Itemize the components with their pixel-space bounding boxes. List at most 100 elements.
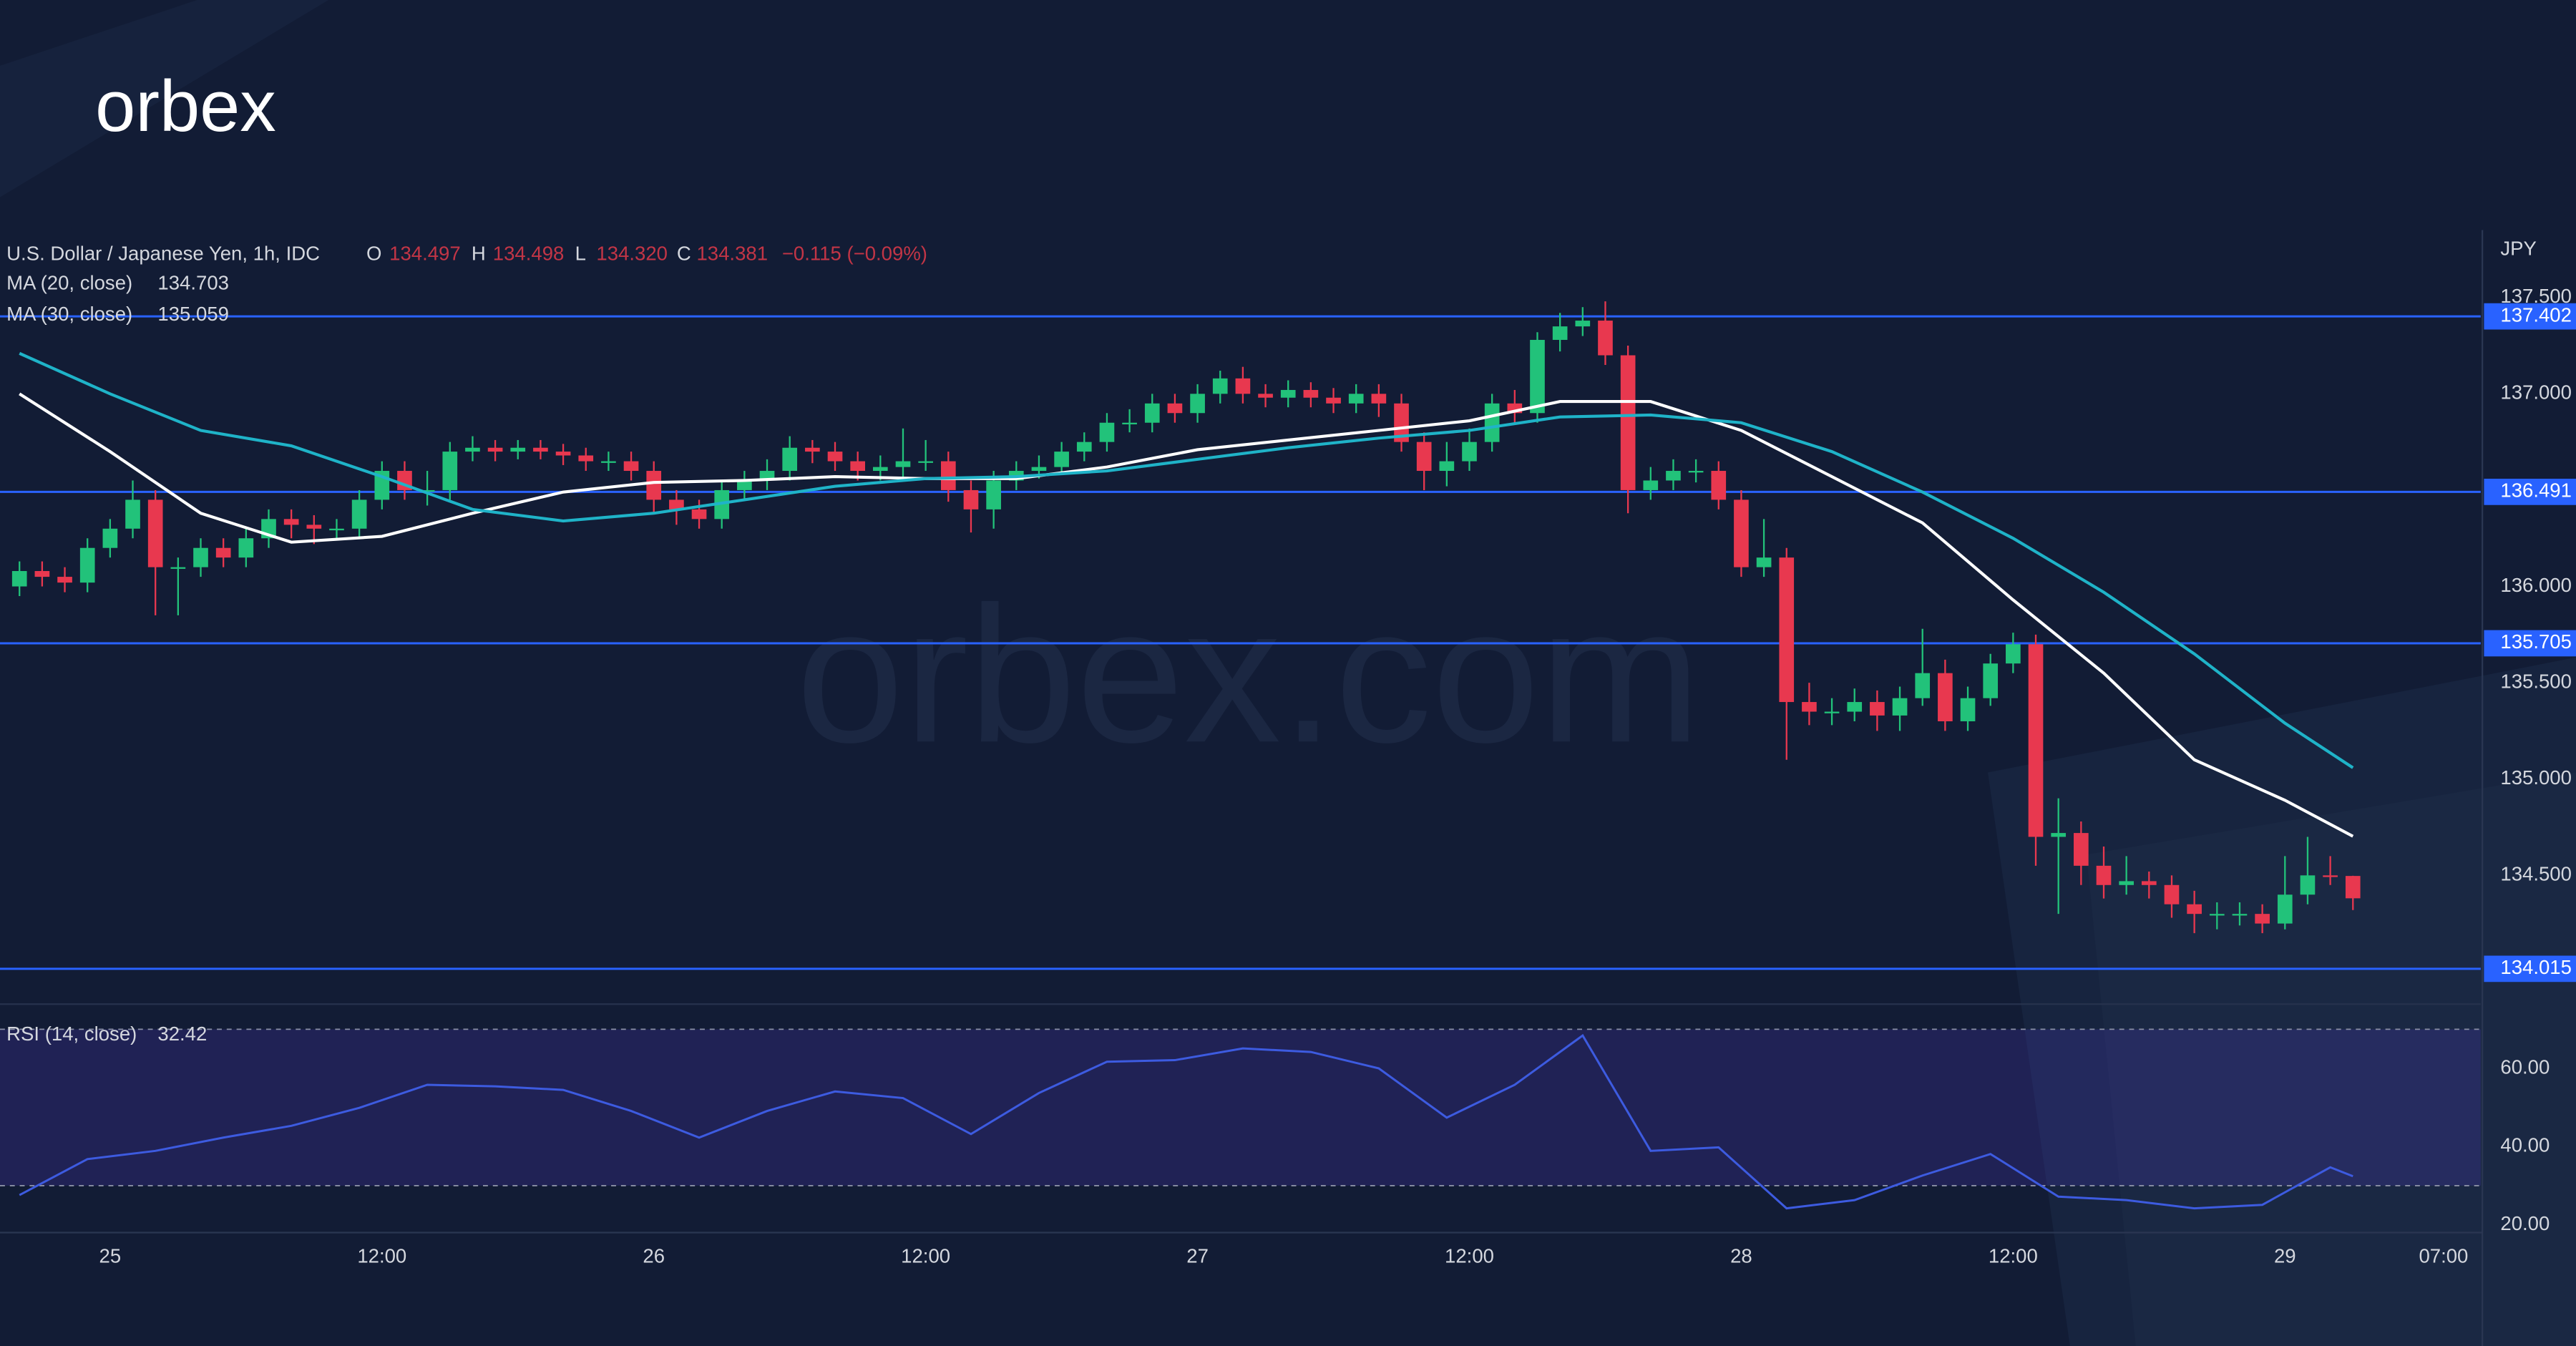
- candle-body: [1235, 378, 1251, 394]
- logo: orbex: [95, 67, 276, 147]
- candle-body: [1258, 394, 1273, 398]
- candle-body: [669, 499, 684, 509]
- candle-body: [1530, 339, 1545, 414]
- candle-body: [1212, 378, 1228, 394]
- candle-body: [623, 461, 639, 472]
- candle-body: [510, 447, 526, 452]
- candle-body: [419, 489, 435, 492]
- candle-body: [1915, 673, 1931, 698]
- candle-body: [487, 447, 503, 452]
- rsi-tick-label: 20.00: [2500, 1212, 2550, 1234]
- candle-body: [2277, 894, 2293, 924]
- rsi-tick-label: 40.00: [2500, 1134, 2550, 1156]
- candle-body: [147, 499, 163, 567]
- x-tick-label: 26: [643, 1244, 665, 1267]
- candle-body: [329, 528, 344, 531]
- candle-body: [895, 461, 911, 467]
- candle-body: [215, 547, 231, 558]
- ma-line: [19, 392, 2354, 838]
- candle-body: [827, 452, 843, 462]
- candle-body: [2051, 833, 2067, 837]
- candle-body: [1394, 403, 1409, 442]
- candle-body: [1076, 442, 1092, 452]
- candle-body: [2232, 914, 2248, 916]
- candle-body: [782, 447, 798, 472]
- candle-body: [1643, 480, 1659, 490]
- level-label: 135.705: [2500, 630, 2572, 653]
- watermark: orbex.com: [796, 567, 1702, 783]
- ohlc-key: H: [472, 242, 486, 264]
- x-tick-label: 12:00: [357, 1244, 406, 1267]
- x-tick-label: 12:00: [901, 1244, 950, 1267]
- y-unit: JPY: [2500, 237, 2537, 259]
- candle-body: [2323, 875, 2338, 877]
- candle-body: [1190, 394, 1205, 414]
- candle-body: [1734, 499, 1749, 567]
- candle-body: [1779, 557, 1795, 703]
- candle-body: [1439, 461, 1455, 472]
- candle-body: [11, 571, 27, 587]
- candle-body: [1870, 702, 1885, 716]
- candle-body: [601, 461, 616, 463]
- legend-label: RSI (14, close): [6, 1023, 137, 1045]
- candle-body: [805, 447, 820, 452]
- candle-body: [918, 461, 933, 463]
- candle-body: [555, 452, 571, 456]
- candle-body: [1054, 452, 1069, 467]
- candle-body: [1552, 326, 1568, 340]
- candle-body: [125, 499, 140, 529]
- candle-body: [1348, 394, 1364, 404]
- candle-body: [193, 547, 208, 567]
- x-tick-label: 12:00: [1445, 1244, 1494, 1267]
- candle-body: [102, 528, 118, 548]
- candle-body: [1416, 442, 1432, 472]
- candle-body: [940, 461, 956, 490]
- candle-body: [1462, 442, 1477, 462]
- level-label: 136.491: [2500, 479, 2572, 502]
- candle-body: [2164, 884, 2180, 904]
- y-tick-label: 135.000: [2500, 766, 2572, 789]
- candle-body: [2187, 904, 2202, 915]
- change: −0.115 (−0.09%): [782, 242, 927, 264]
- candle-body: [986, 480, 1001, 509]
- level-label-box: [2484, 478, 2576, 505]
- candle-body: [1099, 422, 1115, 442]
- candle-body: [351, 499, 367, 529]
- candle-body: [2028, 644, 2044, 837]
- candle-body: [79, 547, 95, 583]
- level-label-box: [2484, 630, 2576, 657]
- candle-body: [2074, 833, 2089, 866]
- candle-body: [533, 447, 548, 452]
- candle-body: [2096, 865, 2112, 885]
- candle-body: [691, 509, 707, 520]
- ohlc-key: O: [366, 242, 381, 264]
- candle-body: [2209, 914, 2225, 916]
- x-tick-label: 25: [99, 1244, 122, 1267]
- candle-body: [1847, 702, 1863, 712]
- candle-body: [465, 447, 480, 452]
- candle-body: [850, 461, 866, 472]
- chart-title: U.S. Dollar / Japanese Yen, 1h, IDC: [6, 242, 320, 264]
- candle-body: [1122, 422, 1137, 425]
- candle-body: [737, 480, 752, 490]
- candle-body: [2119, 881, 2134, 885]
- candle-body: [170, 567, 186, 569]
- candle-body: [238, 538, 254, 558]
- candle-body: [1326, 397, 1341, 404]
- candle-body: [1711, 471, 1727, 500]
- candle-body: [1802, 702, 1817, 712]
- level-label-box: [2484, 303, 2576, 330]
- candle-body: [1756, 557, 1772, 567]
- x-tick-label: 12:00: [1989, 1244, 2038, 1267]
- candle-body: [1598, 321, 1613, 356]
- x-tick-label: 29: [2274, 1244, 2296, 1267]
- candle-body: [1688, 471, 1704, 473]
- rsi-line: [19, 1033, 2353, 1210]
- candle-body: [646, 471, 662, 500]
- candle-body: [442, 452, 458, 490]
- x-tick-label: 07:00: [2419, 1244, 2468, 1267]
- ohlc-value: 134.320: [596, 242, 668, 264]
- candle-body: [283, 519, 299, 525]
- y-tick-label: 135.500: [2500, 670, 2572, 692]
